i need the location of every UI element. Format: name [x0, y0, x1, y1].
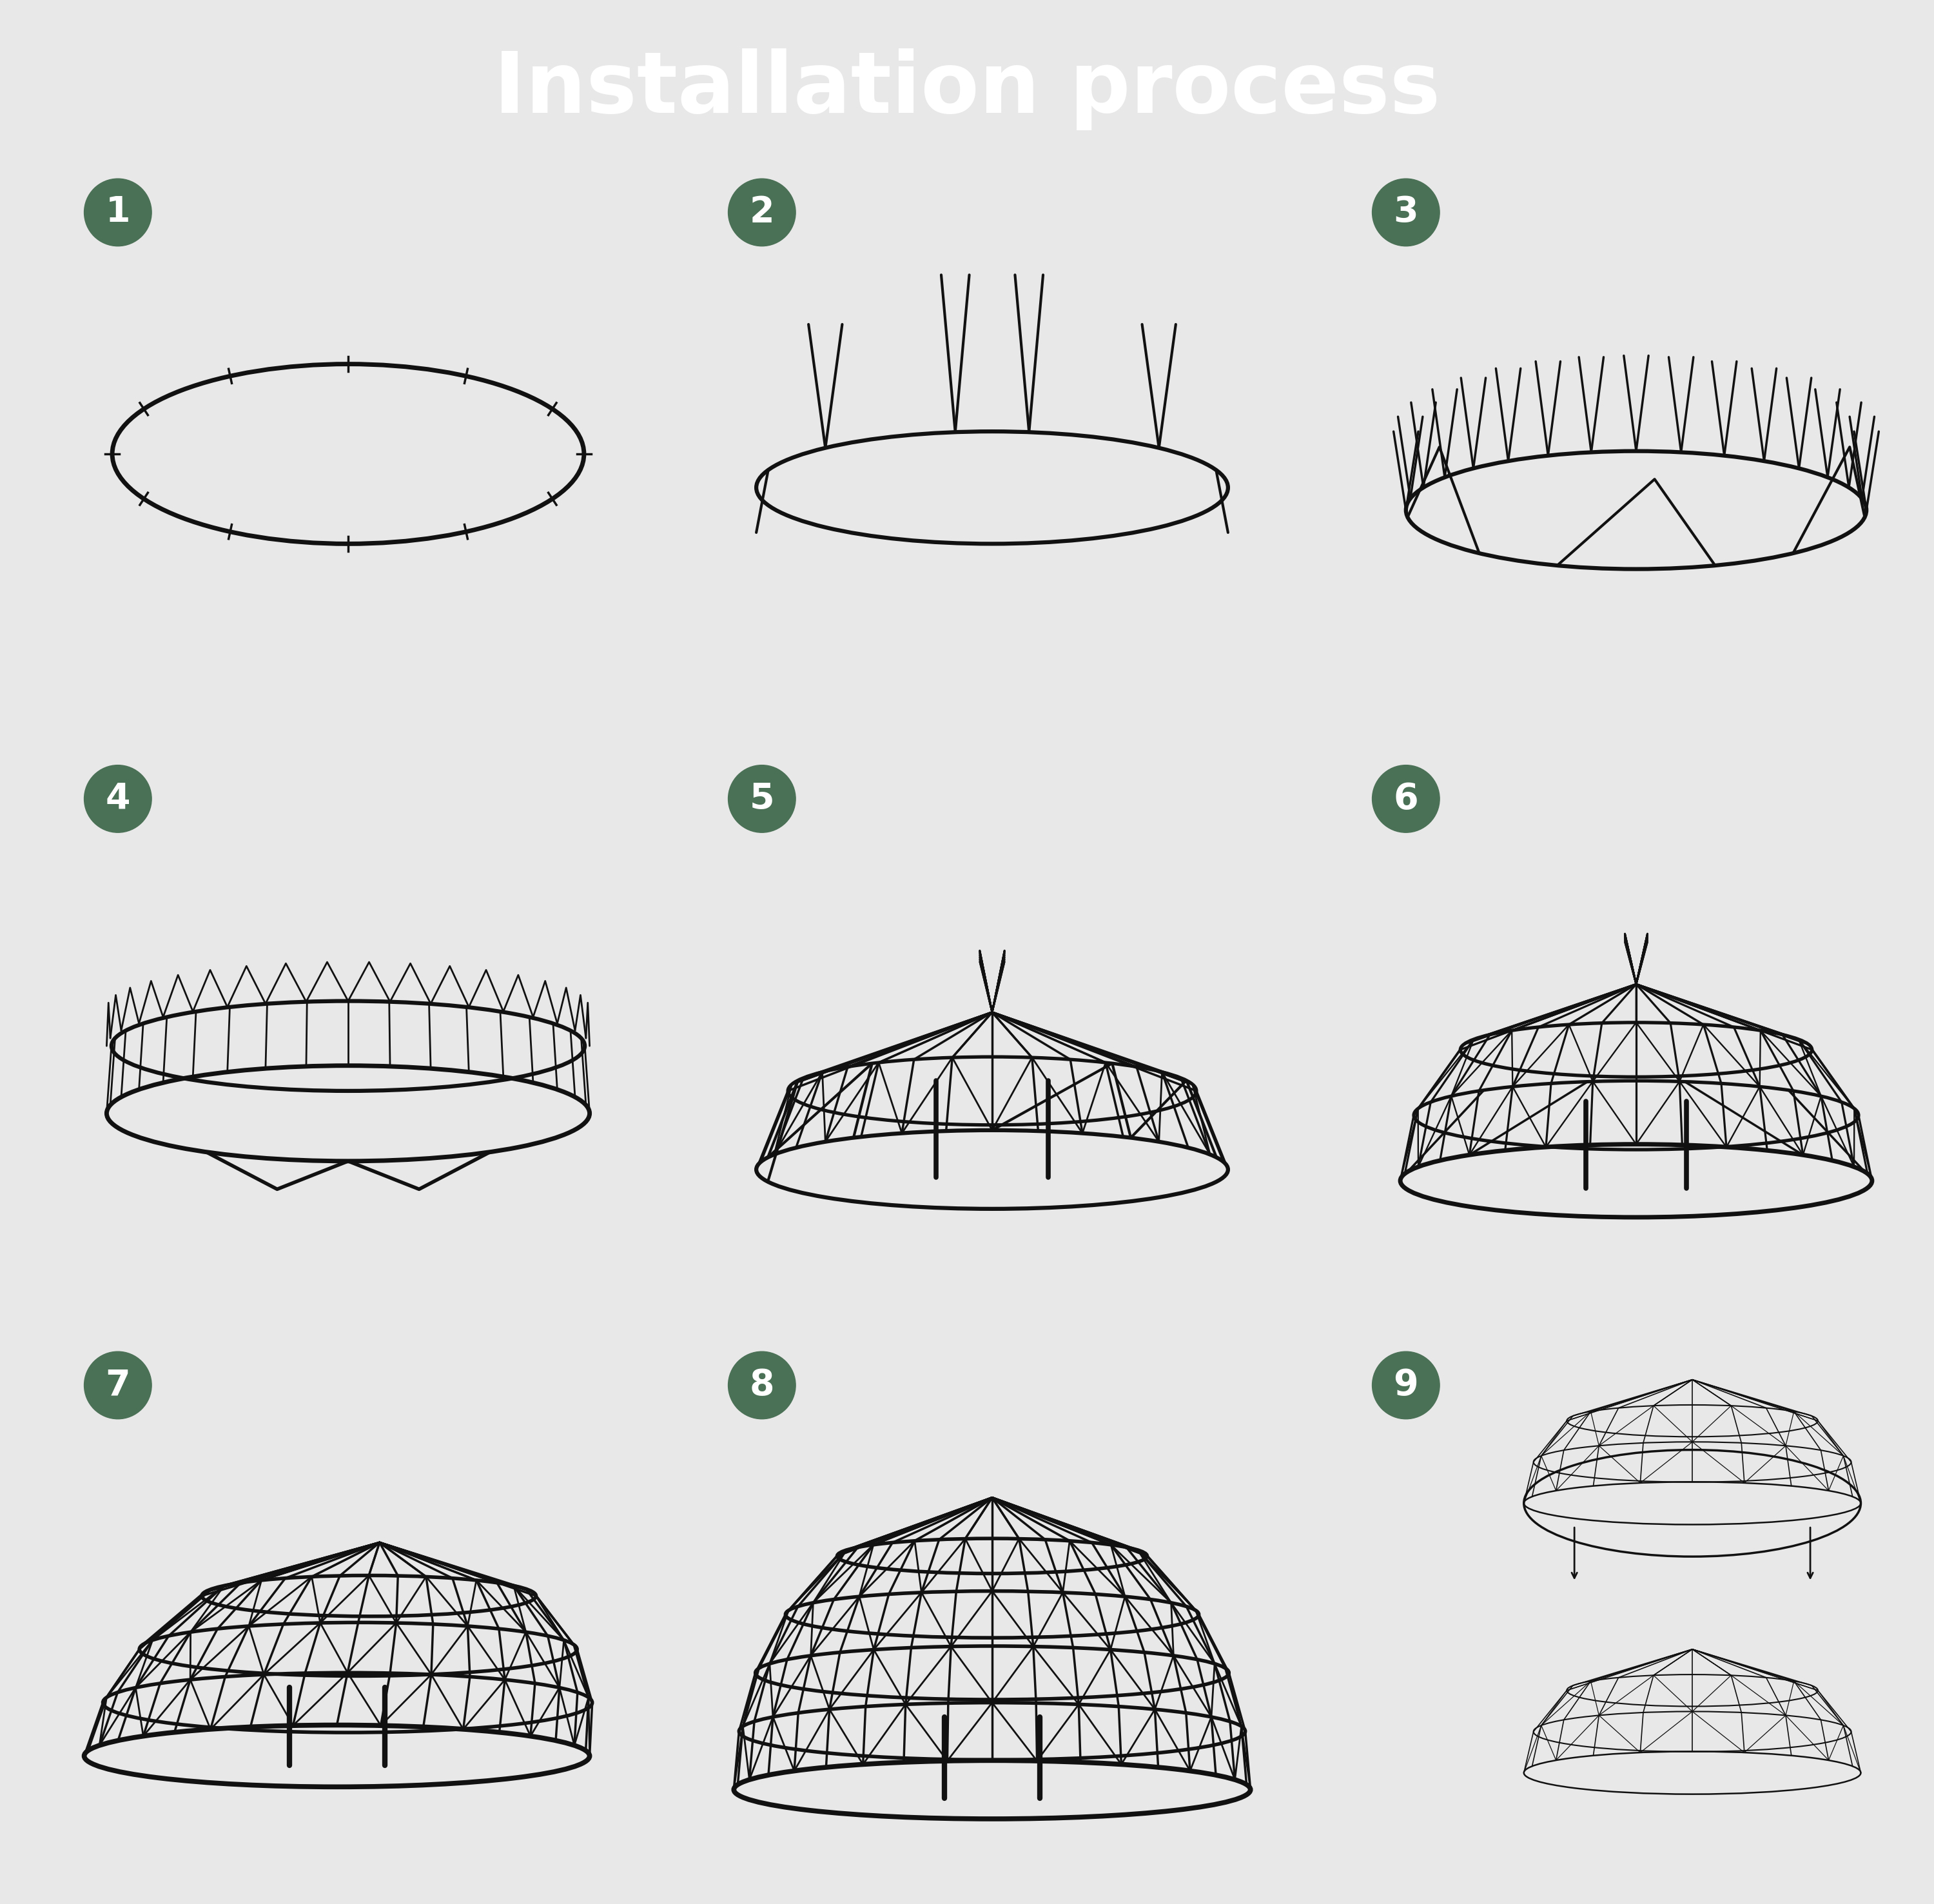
- Text: 8: 8: [750, 1367, 774, 1403]
- Circle shape: [85, 1352, 151, 1418]
- Circle shape: [85, 765, 151, 832]
- Text: Installation process: Installation process: [493, 48, 1441, 129]
- Text: 9: 9: [1394, 1367, 1418, 1403]
- Text: 4: 4: [106, 781, 130, 817]
- Circle shape: [729, 1352, 795, 1418]
- Circle shape: [1373, 179, 1439, 246]
- Text: 1: 1: [106, 194, 130, 230]
- Text: 7: 7: [106, 1367, 130, 1403]
- Circle shape: [1373, 765, 1439, 832]
- Circle shape: [85, 179, 151, 246]
- Text: 6: 6: [1392, 781, 1418, 817]
- Text: 3: 3: [1394, 194, 1418, 230]
- Circle shape: [729, 179, 795, 246]
- Circle shape: [729, 765, 795, 832]
- Text: 5: 5: [750, 781, 774, 817]
- Circle shape: [1373, 1352, 1439, 1418]
- Text: 2: 2: [750, 194, 774, 230]
